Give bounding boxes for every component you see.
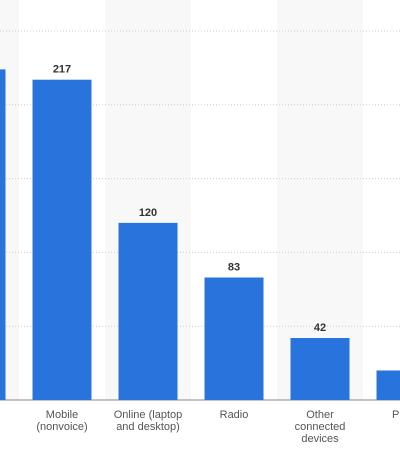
x-tick-label: Other connected devices [294, 409, 346, 445]
column-band [277, 0, 363, 400]
x-tick-label: Online (laptop and desktop) [113, 409, 183, 433]
bar [32, 79, 92, 400]
x-tick-label: Radio [219, 409, 249, 421]
bar [376, 370, 400, 400]
x-tick-label: Mobile (nonvoice) [36, 409, 88, 433]
bar [118, 222, 178, 400]
value-label: 83 [228, 261, 240, 273]
value-label: 42 [314, 322, 326, 334]
value-label: 120 [139, 207, 157, 219]
bar [290, 338, 350, 400]
x-tick-label: Pr [392, 409, 400, 421]
value-label: 217 [53, 64, 71, 76]
bar [204, 277, 264, 400]
bar [0, 69, 6, 400]
